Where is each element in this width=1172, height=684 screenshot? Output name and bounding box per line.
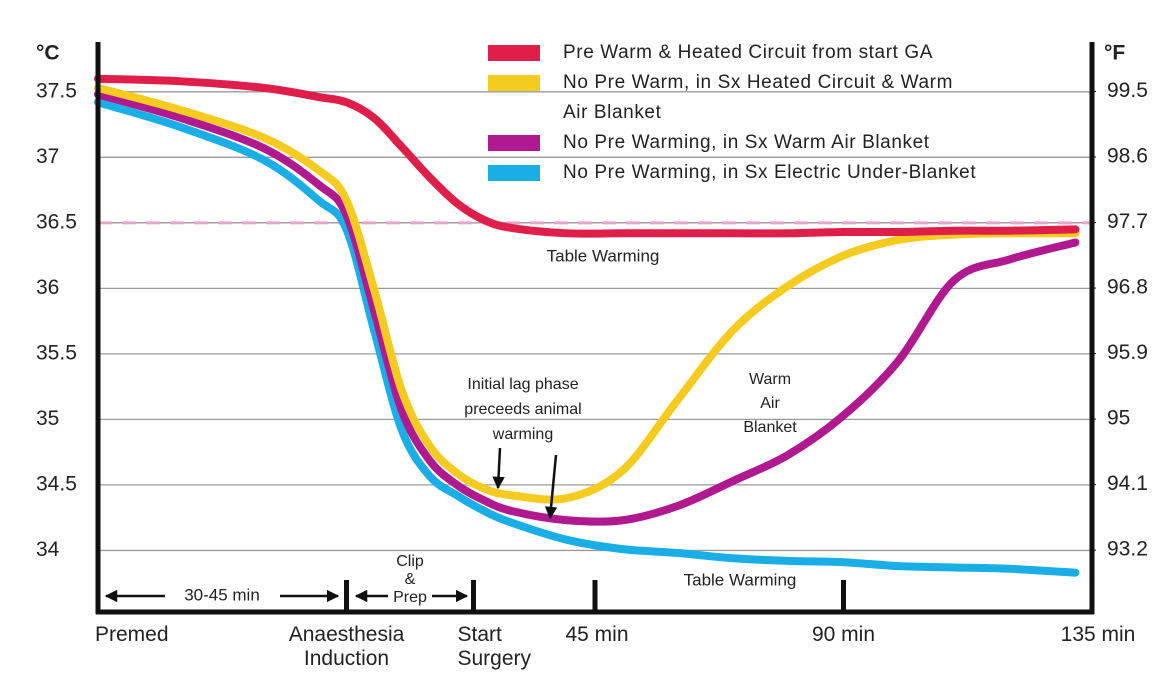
y-unit: °C — [36, 42, 60, 65]
labels: °C °F 34 34.5 35 35.5 36 36.5 37 37.5 93.2 94.1 95… — [36, 42, 1148, 607]
y2-tick-label: 97.7 — [1107, 210, 1148, 233]
x-tick-label: Start Surgery — [457, 623, 532, 670]
phase-label: & — [405, 571, 416, 588]
y-tick-label: 36 — [36, 276, 59, 299]
y2-unit: °F — [1104, 42, 1125, 65]
legend-swatch — [488, 75, 540, 91]
y-tick-label: 37.5 — [36, 79, 77, 102]
series-line — [94, 83, 1080, 504]
x-tick-label: 135 min — [1060, 623, 1136, 646]
legend-item: Pre Warm & Heated Circuit from start GA — [488, 38, 1048, 68]
y2-tick-label: 95.9 — [1107, 341, 1148, 364]
x-tick-label: Premed — [95, 623, 169, 646]
x-tick-label: Anaesthesia Induction — [288, 623, 405, 670]
x-tick-label: 45 min — [565, 623, 629, 646]
legend-swatch — [488, 45, 540, 61]
legend-item: No Pre Warm, in Sx Heated Circuit & Warm… — [488, 68, 1048, 128]
y-tick-label: 35.5 — [36, 341, 77, 364]
annotation: Table Warming — [684, 570, 797, 589]
y-tick-label: 34 — [36, 538, 60, 561]
y2-tick-label: 96.8 — [1107, 276, 1148, 299]
annotation: preceeds animal — [464, 401, 581, 418]
annotation: Warm — [749, 371, 791, 388]
y-tick-label: 35 — [36, 407, 59, 430]
axes — [95, 42, 1096, 615]
phase-label: Prep — [393, 589, 427, 606]
legend-label: No Pre Warming, in Sx Warm Air Blanket — [563, 132, 930, 153]
y-tick-label: 34.5 — [36, 472, 77, 495]
legend-swatch — [488, 135, 540, 151]
annotation: Initial lag phase — [467, 376, 578, 393]
y2-tick-label: 95 — [1107, 407, 1130, 430]
legend-label: Pre Warm & Heated Circuit from start GA — [563, 42, 934, 63]
lag-arrow — [544, 454, 558, 520]
annotation: Blanket — [743, 419, 797, 436]
y-tick-label: 36.5 — [36, 210, 77, 233]
legend-label: No Pre Warming, in Sx Electric Under-Bla… — [563, 162, 977, 183]
legend-swatch — [488, 165, 540, 181]
series-line — [94, 90, 1080, 526]
y-tick-label: 37 — [36, 145, 59, 168]
lag-arrow — [492, 447, 505, 490]
annotation: Table Warming — [547, 246, 660, 265]
phase-label: Clip — [396, 553, 424, 570]
series-lines — [94, 74, 1080, 577]
series-line — [94, 98, 1080, 577]
x-tick-label: 90 min — [811, 623, 876, 646]
y2-tick-label: 94.1 — [1107, 472, 1148, 495]
annotation: warming — [492, 426, 553, 443]
y2-tick-label: 93.2 — [1107, 538, 1148, 561]
series-line — [94, 74, 1080, 238]
legend-item: No Pre Warming, in Sx Electric Under-Bla… — [488, 158, 1048, 188]
y2-tick-label: 98.6 — [1107, 145, 1148, 168]
legend-label: No Pre Warm, in Sx Heated Circuit & Warm… — [563, 72, 954, 123]
phase-label: 30-45 min — [184, 585, 260, 604]
legend-item: No Pre Warming, in Sx Warm Air Blanket — [488, 128, 1048, 158]
y2-tick-label: 99.5 — [1107, 79, 1148, 102]
annotation: Air — [760, 395, 780, 412]
